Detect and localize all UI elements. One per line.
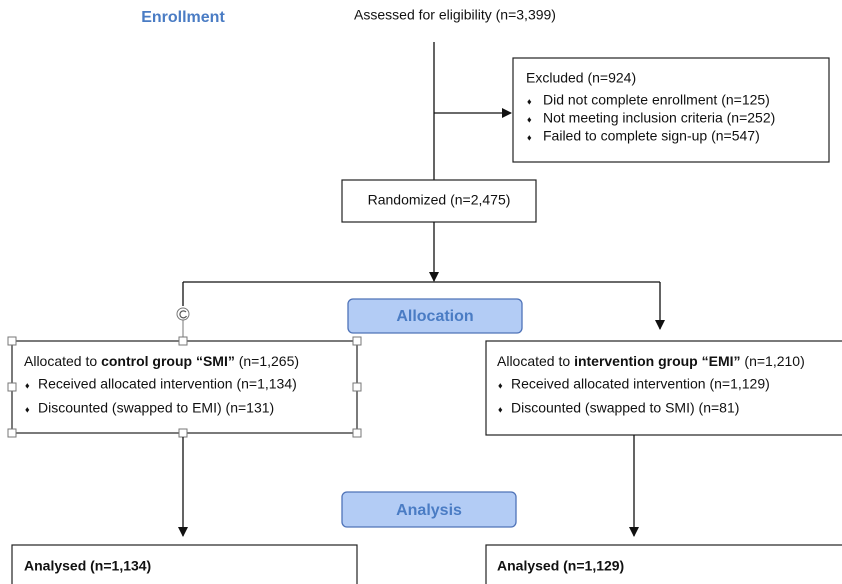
bullet: ♦ (25, 404, 30, 414)
resize-handle[interactable] (7, 336, 17, 346)
resize-handle[interactable] (352, 336, 362, 346)
intervention-item: Discounted (swapped to SMI) (n=81) (511, 400, 739, 416)
bullet: ♦ (498, 380, 503, 390)
randomized-label: Randomized (n=2,475) (368, 192, 511, 208)
analysed-label: Analysed (n=1,134) (24, 558, 151, 574)
title-part: (n=1,210) (741, 353, 805, 369)
excluded-item: Not meeting inclusion criteria (n=252) (543, 110, 775, 126)
bullet: ♦ (527, 114, 532, 124)
intervention-item: Received allocated intervention (n=1,129… (511, 376, 770, 392)
excluded-title: Excluded (n=924) (526, 70, 636, 86)
resize-handle[interactable] (7, 428, 17, 438)
stage-label: Analysis (396, 502, 462, 519)
control-item: Received allocated intervention (n=1,134… (38, 376, 297, 392)
stage-button (347, 298, 523, 334)
title-part: (n=1,265) (235, 353, 299, 369)
stage-label: Allocation (396, 308, 473, 325)
randomized-box (341, 179, 537, 223)
excluded-item: Failed to complete sign-up (n=547) (543, 128, 760, 144)
analysed-box (11, 544, 358, 584)
excluded-box (512, 57, 830, 163)
bullet: ♦ (25, 380, 30, 390)
rotate-icon (179, 310, 188, 319)
resize-handle[interactable] (352, 382, 362, 392)
control-item: Discounted (swapped to EMI) (n=131) (38, 400, 274, 416)
title-group: control group “SMI” (101, 353, 235, 369)
bullet: ♦ (527, 96, 532, 106)
resize-handle[interactable] (352, 428, 362, 438)
stage-button (341, 491, 517, 528)
bullet: ♦ (498, 404, 503, 414)
intervention-box (485, 340, 842, 436)
assessed-label: Assessed for eligibility (n=3,399) (354, 7, 556, 23)
bullet: ♦ (527, 132, 532, 142)
excluded-item: Did not complete enrollment (n=125) (543, 92, 770, 108)
title-part: Allocated to (497, 353, 574, 369)
control-title: Allocated to control group “SMI” (n=1,26… (24, 353, 299, 369)
stage-label: Enrollment (141, 9, 225, 26)
analysed-label: Analysed (n=1,129) (497, 558, 624, 574)
resize-handle[interactable] (178, 336, 188, 346)
resize-handle[interactable] (7, 382, 17, 392)
title-part: Allocated to (24, 353, 101, 369)
intervention-title: Allocated to intervention group “EMI” (n… (497, 353, 805, 369)
title-group: intervention group “EMI” (574, 353, 740, 369)
resize-handle[interactable] (178, 428, 188, 438)
analysed-box (485, 544, 842, 584)
